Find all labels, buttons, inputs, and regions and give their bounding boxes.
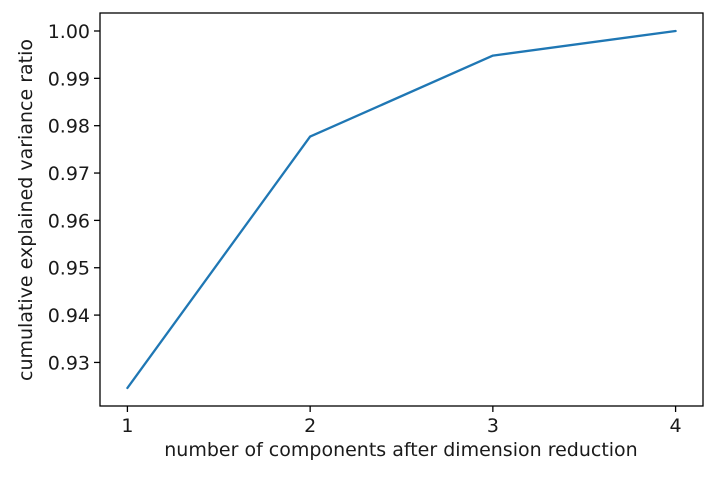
y-tick-label: 0.97 (48, 163, 90, 185)
x-tick-label: 2 (304, 415, 316, 437)
x-tick-label: 4 (670, 415, 682, 437)
y-tick-label: 0.99 (48, 68, 90, 90)
variance-line-series (126, 29, 677, 390)
x-axis-label: number of components after dimension red… (164, 439, 637, 461)
y-tick-label: 0.98 (48, 116, 90, 138)
y-tick-label: 0.94 (48, 305, 90, 327)
x-tick-label: 1 (121, 415, 133, 437)
y-tick-label: 0.96 (48, 210, 90, 232)
y-axis-label: cumulative explained variance ratio (15, 39, 37, 381)
x-tick-label: 3 (487, 415, 499, 437)
plot-border (99, 12, 704, 407)
y-tick-label: 1.00 (48, 21, 90, 43)
y-tick-label: 0.93 (48, 352, 90, 374)
y-tick-label: 0.95 (48, 258, 90, 280)
